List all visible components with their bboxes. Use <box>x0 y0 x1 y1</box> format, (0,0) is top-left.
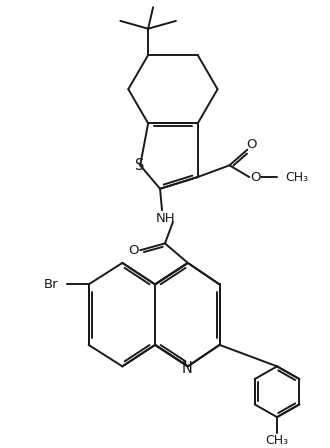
Text: CH₃: CH₃ <box>266 434 289 447</box>
Text: O: O <box>246 138 256 151</box>
Text: S: S <box>135 158 144 173</box>
Text: O: O <box>128 244 139 257</box>
Text: CH₃: CH₃ <box>285 171 308 184</box>
Text: Br: Br <box>44 278 58 291</box>
Text: O: O <box>250 171 260 184</box>
Text: N: N <box>182 361 192 376</box>
Text: NH: NH <box>156 211 176 224</box>
